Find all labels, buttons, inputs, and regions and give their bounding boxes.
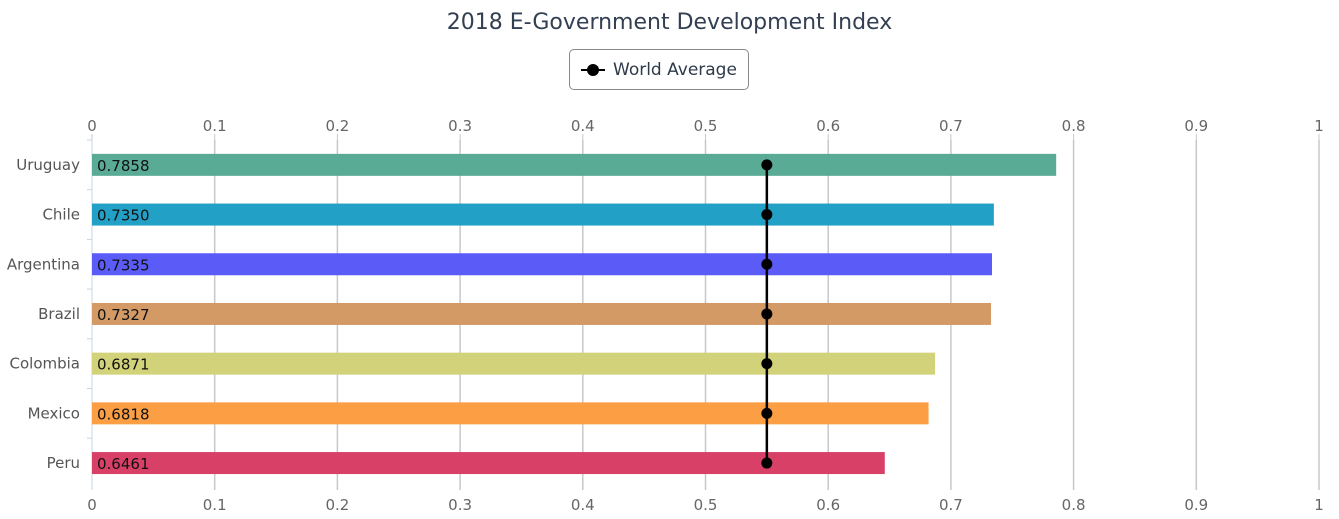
x-tick-label-top: 0 — [87, 117, 97, 135]
x-tick-label-bottom: 0.8 — [1062, 496, 1086, 514]
bar — [92, 402, 929, 425]
x-tick-label-bottom: 0.3 — [448, 496, 472, 514]
category-label: Brazil — [38, 305, 80, 323]
legend-marker-icon — [581, 63, 605, 77]
world-average-point — [761, 407, 773, 419]
category-label: Argentina — [7, 255, 80, 273]
legend-label: World Average — [613, 59, 737, 80]
value-label: 0.7327 — [97, 306, 150, 324]
world-average-point — [761, 358, 773, 370]
x-tick-label-top: 0.1 — [203, 117, 227, 135]
bar — [92, 302, 992, 325]
x-tick-label-top: 0.5 — [694, 117, 718, 135]
x-tick-label-top: 0.7 — [939, 117, 963, 135]
bar — [92, 452, 885, 475]
value-label: 0.7335 — [97, 256, 150, 274]
bar — [92, 253, 993, 276]
x-tick-label-top: 0.4 — [571, 117, 595, 135]
bar — [92, 153, 1057, 176]
x-tick-label-top: 0.9 — [1184, 117, 1208, 135]
category-label: Peru — [47, 454, 80, 472]
value-label: 0.6871 — [97, 356, 150, 374]
world-average-point — [761, 457, 773, 469]
x-tick-label-bottom: 0.9 — [1184, 496, 1208, 514]
value-label: 0.6818 — [97, 405, 150, 423]
bar — [92, 352, 936, 375]
bar — [92, 203, 994, 226]
legend[interactable]: World Average — [569, 49, 749, 90]
x-tick-label-top: 0.3 — [448, 117, 472, 135]
value-label: 0.6461 — [97, 455, 150, 473]
x-tick-label-top: 0.2 — [325, 117, 349, 135]
category-label: Mexico — [28, 404, 80, 422]
x-tick-label-bottom: 0.6 — [816, 496, 840, 514]
world-average-point — [761, 159, 773, 171]
world-average-point — [761, 308, 773, 320]
x-tick-label-bottom: 0.2 — [325, 496, 349, 514]
x-tick-label-bottom: 0.5 — [694, 496, 718, 514]
category-label: Chile — [42, 206, 80, 224]
x-tick-label-bottom: 0 — [87, 496, 97, 514]
chart-title: 2018 E-Government Development Index — [446, 10, 893, 35]
x-tick-label-top: 0.6 — [816, 117, 840, 135]
world-average-point — [761, 258, 773, 270]
x-tick-label-bottom: 0.4 — [571, 496, 595, 514]
value-label: 0.7858 — [97, 157, 150, 175]
value-label: 0.7350 — [97, 207, 150, 225]
x-tick-label-top: 1 — [1314, 117, 1324, 135]
x-tick-label-bottom: 1 — [1314, 496, 1324, 514]
x-tick-label-top: 0.8 — [1062, 117, 1086, 135]
category-label: Colombia — [10, 355, 81, 373]
x-tick-label-bottom: 0.7 — [939, 496, 963, 514]
category-label: Uruguay — [16, 156, 80, 174]
x-tick-label-bottom: 0.1 — [203, 496, 227, 514]
world-average-point — [761, 209, 773, 221]
